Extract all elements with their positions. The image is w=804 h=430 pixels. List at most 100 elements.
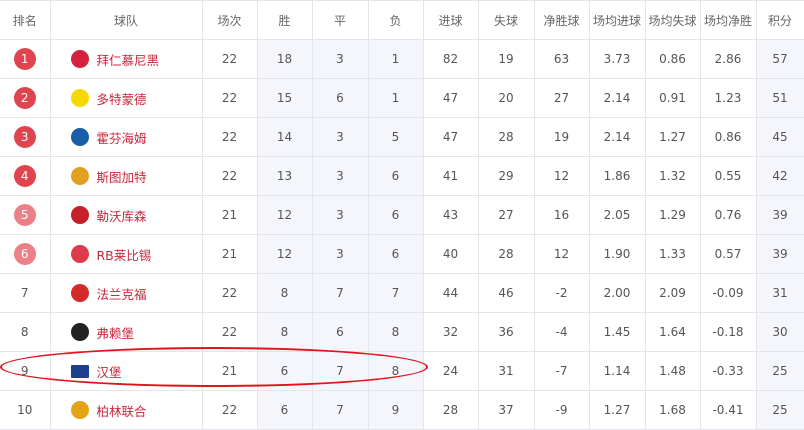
stat-agf: 1.90 bbox=[588, 234, 646, 274]
stat-agd: -0.33 bbox=[699, 351, 757, 391]
stat-agf: 1.86 bbox=[588, 156, 646, 196]
stat-d: 7 bbox=[311, 390, 369, 430]
stat-agd: -0.09 bbox=[699, 273, 757, 313]
stat-aga: 1.29 bbox=[644, 195, 701, 235]
freiburg-logo-icon bbox=[70, 323, 89, 341]
rank-cell: 7 bbox=[0, 273, 51, 313]
stat-agf: 2.14 bbox=[588, 117, 646, 157]
stat-l: 9 bbox=[367, 390, 424, 430]
rank-cell: 2 bbox=[0, 78, 51, 118]
stat-gf: 24 bbox=[422, 351, 479, 391]
stuttgart-logo-icon bbox=[70, 167, 89, 185]
stat-gf: 47 bbox=[422, 78, 479, 118]
rank-badge: 5 bbox=[13, 204, 36, 226]
team-name-link[interactable]: 法兰克福 bbox=[96, 286, 147, 302]
stat-pts: 57 bbox=[755, 39, 804, 79]
stat-agd: 0.55 bbox=[699, 156, 757, 196]
stat-l: 7 bbox=[367, 273, 424, 313]
rank-badge: 1 bbox=[13, 48, 36, 70]
stat-aga: 1.68 bbox=[644, 390, 701, 430]
team-name-link[interactable]: 斯图加特 bbox=[96, 169, 147, 185]
stat-pts: 30 bbox=[755, 312, 804, 352]
team-cell[interactable]: 斯图加特 bbox=[49, 156, 203, 196]
stat-ga: 28 bbox=[477, 117, 535, 157]
stat-ga: 19 bbox=[477, 39, 535, 79]
stat-p: 21 bbox=[201, 234, 258, 274]
stat-agd: 1.23 bbox=[699, 78, 757, 118]
stat-w: 6 bbox=[256, 351, 313, 391]
stat-l: 1 bbox=[367, 78, 424, 118]
rank-badge: 9 bbox=[20, 364, 29, 378]
stat-l: 8 bbox=[367, 312, 424, 352]
stat-aga: 0.91 bbox=[644, 78, 701, 118]
table-row: 1 拜仁慕尼黑 22 18 3 1 82 19 63 3.73 0.86 2.86 57 bbox=[0, 39, 804, 79]
stat-agd: 0.76 bbox=[699, 195, 757, 235]
stat-ga: 29 bbox=[477, 156, 535, 196]
team-cell[interactable]: 勒沃库森 bbox=[49, 195, 203, 235]
header-avg-goals-against[interactable]: 场均失球 bbox=[644, 0, 701, 40]
table-row: 2 多特蒙德 22 15 6 1 47 20 27 2.14 0.91 1.23 51 bbox=[0, 78, 804, 118]
stat-l: 5 bbox=[367, 117, 424, 157]
stat-aga: 1.33 bbox=[644, 234, 701, 274]
rank-cell: 8 bbox=[0, 312, 51, 352]
team-cell[interactable]: 法兰克福 bbox=[49, 273, 203, 313]
stat-d: 6 bbox=[311, 312, 369, 352]
header-drawn[interactable]: 平 bbox=[311, 0, 369, 40]
stat-ga: 37 bbox=[477, 390, 535, 430]
stat-l: 6 bbox=[367, 234, 424, 274]
stat-w: 8 bbox=[256, 273, 313, 313]
stat-gd: -7 bbox=[533, 351, 590, 391]
header-goal-diff[interactable]: 净胜球 bbox=[533, 0, 590, 40]
team-cell[interactable]: 霍芬海姆 bbox=[49, 117, 203, 157]
team-name-link[interactable]: 多特蒙德 bbox=[96, 91, 147, 107]
team-cell[interactable]: 柏林联合 bbox=[49, 390, 203, 430]
stat-gd: 12 bbox=[533, 156, 590, 196]
frankfurt-logo-icon bbox=[70, 284, 89, 302]
stat-l: 1 bbox=[367, 39, 424, 79]
team-cell[interactable]: RB莱比锡 bbox=[49, 234, 203, 274]
team-name-link[interactable]: 弗赖堡 bbox=[96, 325, 135, 341]
header-goals-for[interactable]: 进球 bbox=[422, 0, 479, 40]
table-row: 6 RB莱比锡 21 12 3 6 40 28 12 1.90 1.33 0.57 39 bbox=[0, 234, 804, 274]
team-name-link[interactable]: 汉堡 bbox=[96, 364, 122, 380]
rank-cell: 10 bbox=[0, 390, 51, 430]
stat-gf: 43 bbox=[422, 195, 479, 235]
header-goals-against[interactable]: 失球 bbox=[477, 0, 535, 40]
stat-w: 8 bbox=[256, 312, 313, 352]
stat-agf: 3.73 bbox=[588, 39, 646, 79]
stat-aga: 1.27 bbox=[644, 117, 701, 157]
rank-badge: 2 bbox=[13, 87, 36, 109]
stat-w: 12 bbox=[256, 195, 313, 235]
header-played[interactable]: 场次 bbox=[201, 0, 258, 40]
team-cell[interactable]: 汉堡 bbox=[49, 351, 203, 391]
table-row: 7 法兰克福 22 8 7 7 44 46 -2 2.00 2.09 -0.09 31 bbox=[0, 273, 804, 313]
team-cell[interactable]: 弗赖堡 bbox=[49, 312, 203, 352]
stat-d: 3 bbox=[311, 39, 369, 79]
header-team[interactable]: 球队 bbox=[49, 0, 203, 40]
header-points[interactable]: 积分 bbox=[755, 0, 804, 40]
header-avg-goals-for[interactable]: 场均进球 bbox=[588, 0, 646, 40]
stat-ga: 36 bbox=[477, 312, 535, 352]
team-name-link[interactable]: 勒沃库森 bbox=[96, 208, 147, 224]
stat-d: 3 bbox=[311, 117, 369, 157]
header-lost[interactable]: 负 bbox=[367, 0, 424, 40]
team-cell[interactable]: 拜仁慕尼黑 bbox=[49, 39, 203, 79]
header-avg-goal-diff[interactable]: 场均净胜 bbox=[699, 0, 757, 40]
stat-p: 22 bbox=[201, 156, 258, 196]
team-name-link[interactable]: 霍芬海姆 bbox=[96, 130, 147, 146]
team-name-link[interactable]: 柏林联合 bbox=[96, 403, 147, 419]
header-won[interactable]: 胜 bbox=[256, 0, 313, 40]
stat-agd: 0.86 bbox=[699, 117, 757, 157]
stat-agd: 0.57 bbox=[699, 234, 757, 274]
header-rank[interactable]: 排名 bbox=[0, 0, 51, 40]
team-name-link[interactable]: 拜仁慕尼黑 bbox=[96, 52, 160, 68]
stat-d: 6 bbox=[311, 78, 369, 118]
team-cell[interactable]: 多特蒙德 bbox=[49, 78, 203, 118]
stat-gd: -9 bbox=[533, 390, 590, 430]
table-row: 10 柏林联合 22 6 7 9 28 37 -9 1.27 1.68 -0.41 25 bbox=[0, 390, 804, 430]
dortmund-logo-icon bbox=[70, 89, 89, 107]
stat-l: 8 bbox=[367, 351, 424, 391]
team-name-link[interactable]: RB莱比锡 bbox=[96, 247, 152, 263]
table-row: 3 霍芬海姆 22 14 3 5 47 28 19 2.14 1.27 0.86 45 bbox=[0, 117, 804, 157]
stat-w: 12 bbox=[256, 234, 313, 274]
